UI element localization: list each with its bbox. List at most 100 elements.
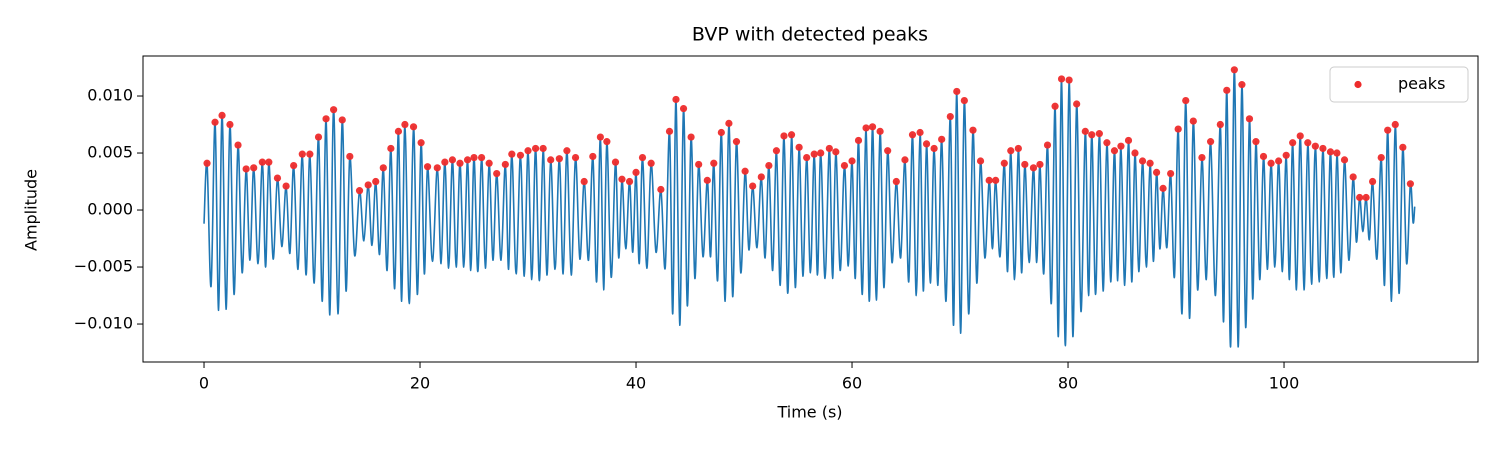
peak-marker (306, 150, 314, 158)
peak-marker (1021, 160, 1029, 169)
peak-marker (960, 96, 968, 105)
peak-marker (795, 143, 803, 151)
peak-marker (1245, 115, 1254, 123)
peak-marker (803, 153, 811, 162)
peak-marker (1326, 148, 1335, 156)
peak-marker (346, 152, 354, 161)
peak-marker (679, 104, 688, 113)
peak-marker (524, 147, 532, 155)
peak-marker (717, 128, 725, 137)
peak-marker (1206, 138, 1215, 146)
peak-marker (1007, 147, 1015, 155)
peak-marker (848, 157, 856, 165)
peak-marker (1029, 164, 1038, 172)
peak-marker (647, 159, 655, 167)
peak-marker (211, 118, 219, 126)
peak-marker (1333, 149, 1341, 157)
peak-marker (456, 159, 464, 167)
peak-marker (226, 120, 234, 129)
peak-marker (1267, 159, 1275, 167)
x-tick-label: 40 (626, 374, 646, 393)
peak-marker (1340, 156, 1349, 164)
peak-marker (922, 140, 931, 148)
peak-marker (1296, 132, 1304, 140)
peak-marker (470, 153, 478, 162)
peak-marker (1065, 76, 1073, 84)
peak-marker (817, 149, 825, 157)
peak-marker (625, 177, 634, 186)
peak-marker (409, 123, 418, 131)
peak-marker (765, 161, 773, 170)
peak-marker (876, 127, 884, 135)
peak-marker (687, 133, 695, 141)
peak-marker (1124, 136, 1133, 145)
peak-marker (862, 124, 870, 132)
peak-marker (364, 181, 372, 189)
peak-marker (298, 150, 306, 158)
peak-marker (908, 131, 917, 139)
peak-marker (930, 144, 938, 153)
peak-marker (1362, 193, 1370, 202)
peak-marker (1259, 152, 1268, 161)
peak-marker (953, 87, 961, 96)
peak-marker (1117, 142, 1125, 150)
peak-marker (946, 112, 954, 121)
peak-marker (282, 182, 290, 190)
peak-marker (234, 141, 242, 149)
peak-marker (338, 116, 346, 124)
peak-marker (1159, 184, 1167, 192)
peak-marker (485, 159, 493, 167)
peak-marker (387, 144, 395, 153)
peak-marker (433, 164, 441, 172)
peak-marker (501, 160, 509, 169)
peak-marker (596, 133, 604, 141)
peak-marker (757, 173, 765, 181)
peak-marker (741, 167, 749, 175)
peak-marker (780, 132, 788, 140)
peak-marker (840, 161, 849, 170)
peak-marker (1081, 127, 1089, 135)
peak-marker (1216, 120, 1224, 129)
peak-marker (603, 138, 611, 146)
peak-marker (1356, 193, 1364, 202)
peak-marker (1289, 139, 1297, 147)
y-tick-label: −0.010 (74, 314, 133, 333)
legend-box (1329, 66, 1469, 103)
peak-marker (969, 126, 977, 134)
peak-marker (1167, 169, 1175, 178)
peak-marker (580, 177, 588, 186)
peak-marker (1182, 96, 1190, 105)
plot-frame (142, 55, 1479, 363)
peak-marker (1368, 177, 1377, 186)
peak-marker (703, 176, 711, 184)
legend-label: peaks (1398, 74, 1445, 93)
peak-marker (1311, 142, 1319, 150)
peak-marker (672, 95, 680, 104)
peak-marker (665, 127, 674, 135)
peak-marker (516, 151, 525, 159)
x-tick-label: 80 (1058, 374, 1078, 393)
x-tick-label: 0 (199, 374, 209, 393)
peak-marker (1103, 139, 1111, 147)
peak-marker (1399, 143, 1407, 151)
peak-marker (854, 136, 863, 145)
peak-marker (1198, 153, 1206, 162)
peak-marker (1152, 168, 1161, 177)
peak-marker (401, 120, 409, 129)
peak-marker (725, 119, 733, 127)
peak-marker (314, 133, 323, 141)
y-tick-label: 0.005 (87, 143, 133, 162)
peak-marker (868, 123, 877, 131)
peak-marker (638, 153, 647, 162)
peak-marker (1051, 102, 1059, 110)
peak-marker (441, 158, 449, 166)
peak-marker (394, 127, 403, 135)
peak-marker (265, 158, 273, 166)
peak-marker (1131, 149, 1139, 157)
peak-marker (539, 144, 547, 153)
x-tick-label: 20 (410, 374, 430, 393)
peak-marker (1349, 173, 1357, 181)
peak-marker (1174, 125, 1182, 133)
